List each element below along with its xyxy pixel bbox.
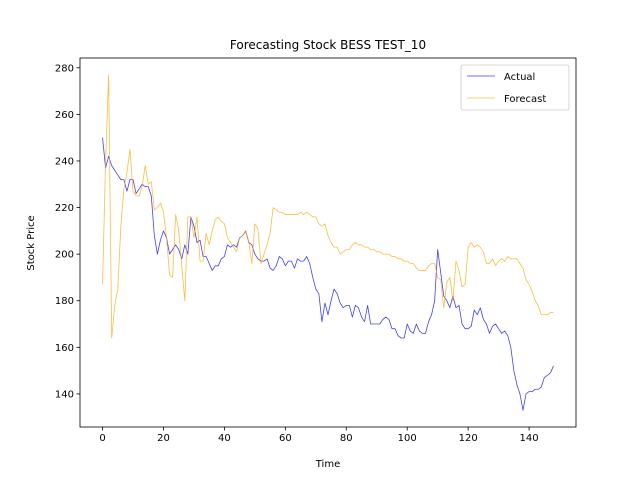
y-tick-label: 200	[55, 250, 74, 261]
x-tick-label: 60	[279, 433, 292, 444]
x-tick-label: 140	[520, 433, 539, 444]
y-tick-label: 140	[55, 389, 74, 400]
x-tick-label: 80	[340, 433, 353, 444]
legend-label-actual: Actual	[504, 72, 535, 83]
x-axis: 0 20 40 60 80 100 120 140	[99, 427, 539, 444]
series-line-actual	[102, 137, 554, 411]
chart-title: Forecasting Stock BESS TEST_10	[230, 38, 426, 52]
y-axis-label: Stock Price	[26, 215, 37, 270]
x-tick-label: 40	[218, 433, 231, 444]
x-axis-label: Time	[315, 459, 340, 470]
y-tick-label: 260	[55, 110, 74, 121]
y-tick-label: 160	[55, 343, 74, 354]
plot-frame	[79, 57, 577, 428]
x-tick-label: 100	[398, 433, 417, 444]
y-tick-label: 280	[55, 63, 74, 74]
legend: Actual Forecast	[460, 64, 570, 111]
x-tick-label: 120	[459, 433, 478, 444]
x-tick-label: 20	[157, 433, 170, 444]
y-tick-label: 240	[55, 156, 74, 167]
y-tick-label: 180	[55, 296, 74, 307]
y-tick-label: 220	[55, 203, 74, 214]
legend-label-forecast: Forecast	[504, 94, 546, 105]
y-axis: 140 160 180 200 220 240 260 280	[55, 63, 80, 400]
plot-area	[102, 74, 554, 411]
x-tick-label: 0	[99, 433, 105, 444]
series-line-forecast	[102, 74, 554, 339]
